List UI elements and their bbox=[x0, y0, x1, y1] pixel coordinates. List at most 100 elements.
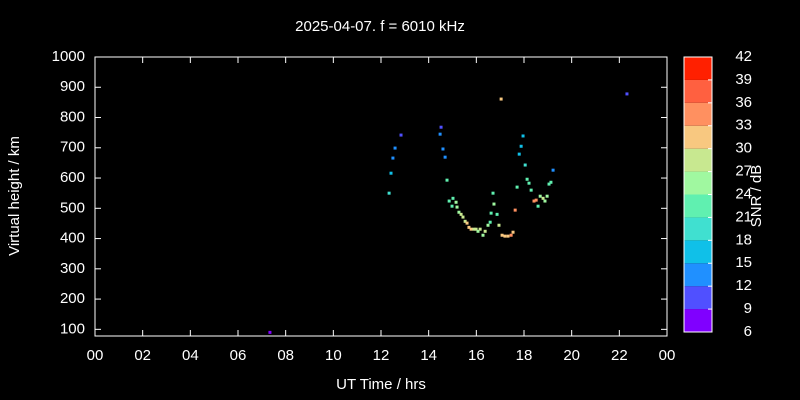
chart-title: 2025-04-07. f = 6010 kHz bbox=[295, 18, 465, 35]
data-point bbox=[467, 225, 471, 229]
colorbar-band bbox=[684, 286, 712, 310]
colorbar-tick-label: 15 bbox=[735, 254, 752, 271]
colorbar-band bbox=[684, 148, 712, 172]
colorbar-band bbox=[684, 102, 712, 126]
data-point bbox=[517, 152, 521, 156]
x-tick-label: 22 bbox=[611, 347, 628, 364]
data-point bbox=[454, 200, 458, 204]
y-tick-label: 500 bbox=[60, 199, 85, 216]
x-axis-label: UT Time / hrs bbox=[336, 376, 426, 393]
data-point bbox=[541, 196, 545, 200]
colorbar-band bbox=[684, 194, 712, 218]
data-point bbox=[481, 233, 485, 237]
y-tick-label: 400 bbox=[60, 230, 85, 247]
data-point bbox=[536, 204, 540, 208]
data-point bbox=[534, 198, 538, 202]
data-point bbox=[523, 163, 527, 167]
data-point bbox=[399, 133, 403, 137]
x-tick-label: 02 bbox=[134, 347, 151, 364]
data-point bbox=[549, 180, 553, 184]
y-tick-label: 800 bbox=[60, 108, 85, 125]
y-tick-label: 300 bbox=[60, 260, 85, 277]
data-point bbox=[391, 156, 395, 160]
data-point bbox=[438, 132, 442, 136]
colorbar-tick-label: 30 bbox=[735, 140, 752, 157]
data-point bbox=[538, 194, 542, 198]
colorbar-tick-label: 33 bbox=[735, 117, 752, 134]
data-point bbox=[483, 229, 487, 233]
data-point bbox=[439, 125, 443, 129]
data-point bbox=[459, 212, 463, 216]
x-tick-label: 10 bbox=[325, 347, 342, 364]
data-point bbox=[515, 185, 519, 189]
data-point bbox=[469, 227, 473, 231]
data-point bbox=[527, 181, 531, 185]
data-point bbox=[443, 155, 447, 159]
data-point bbox=[455, 205, 459, 209]
colorbar-tick-label: 27 bbox=[735, 163, 752, 180]
colorbar-band bbox=[684, 79, 712, 103]
data-point bbox=[551, 168, 555, 172]
colorbar-tick-label: 24 bbox=[735, 185, 752, 202]
colorbar-band bbox=[684, 217, 712, 241]
data-point bbox=[393, 146, 397, 150]
colorbar-label: SNR / dB bbox=[748, 165, 765, 228]
colorbar-band bbox=[684, 263, 712, 287]
colorbar-band bbox=[684, 309, 712, 332]
x-tick-label: 04 bbox=[182, 347, 199, 364]
y-tick-label: 600 bbox=[60, 169, 85, 186]
data-point bbox=[474, 227, 478, 231]
data-point bbox=[543, 199, 547, 203]
data-point bbox=[476, 229, 480, 233]
y-axis-label: Virtual height / km bbox=[6, 136, 23, 256]
data-point bbox=[625, 92, 629, 96]
colorbar-band bbox=[684, 125, 712, 149]
colorbar-tick-label: 12 bbox=[735, 277, 752, 294]
data-point bbox=[497, 223, 501, 227]
data-point bbox=[519, 144, 523, 148]
colorbar-tick-label: 42 bbox=[735, 48, 752, 65]
data-point bbox=[457, 210, 461, 214]
data-point bbox=[511, 230, 515, 234]
data-point bbox=[488, 220, 492, 224]
y-tick-label: 900 bbox=[60, 78, 85, 95]
data-point bbox=[478, 227, 482, 231]
data-point bbox=[529, 188, 533, 192]
data-point bbox=[513, 208, 517, 212]
colorbar-tick-label: 39 bbox=[735, 71, 752, 88]
data-point bbox=[491, 191, 495, 195]
x-tick-label: 06 bbox=[230, 347, 247, 364]
colorbar-band bbox=[684, 240, 712, 264]
data-point bbox=[509, 233, 513, 237]
data-point bbox=[387, 191, 391, 195]
data-point bbox=[450, 204, 454, 208]
data-point bbox=[492, 202, 496, 206]
data-point bbox=[525, 177, 529, 181]
data-point bbox=[500, 233, 504, 237]
data-point bbox=[486, 223, 490, 227]
x-tick-label: 00 bbox=[87, 347, 104, 364]
colorbar-tick-label: 6 bbox=[744, 323, 752, 340]
data-point bbox=[545, 194, 549, 198]
x-tick-label: 14 bbox=[420, 347, 437, 364]
y-tick-label: 1000 bbox=[52, 48, 85, 65]
data-point bbox=[389, 171, 393, 175]
data-point bbox=[451, 196, 455, 200]
colorbar-tick-label: 21 bbox=[735, 208, 752, 225]
colorbar-band bbox=[684, 171, 712, 195]
data-point bbox=[489, 211, 493, 215]
data-point bbox=[547, 182, 551, 186]
x-tick-label: 12 bbox=[373, 347, 390, 364]
data-point bbox=[521, 134, 525, 138]
colorbar-band bbox=[684, 57, 712, 80]
data-point bbox=[447, 199, 451, 203]
x-tick-label: 00 bbox=[659, 347, 676, 364]
data-point bbox=[268, 330, 272, 334]
data-point bbox=[495, 212, 499, 216]
data-point bbox=[445, 178, 449, 182]
x-tick-label: 16 bbox=[468, 347, 485, 364]
data-point bbox=[506, 234, 510, 238]
data-point bbox=[499, 97, 503, 101]
